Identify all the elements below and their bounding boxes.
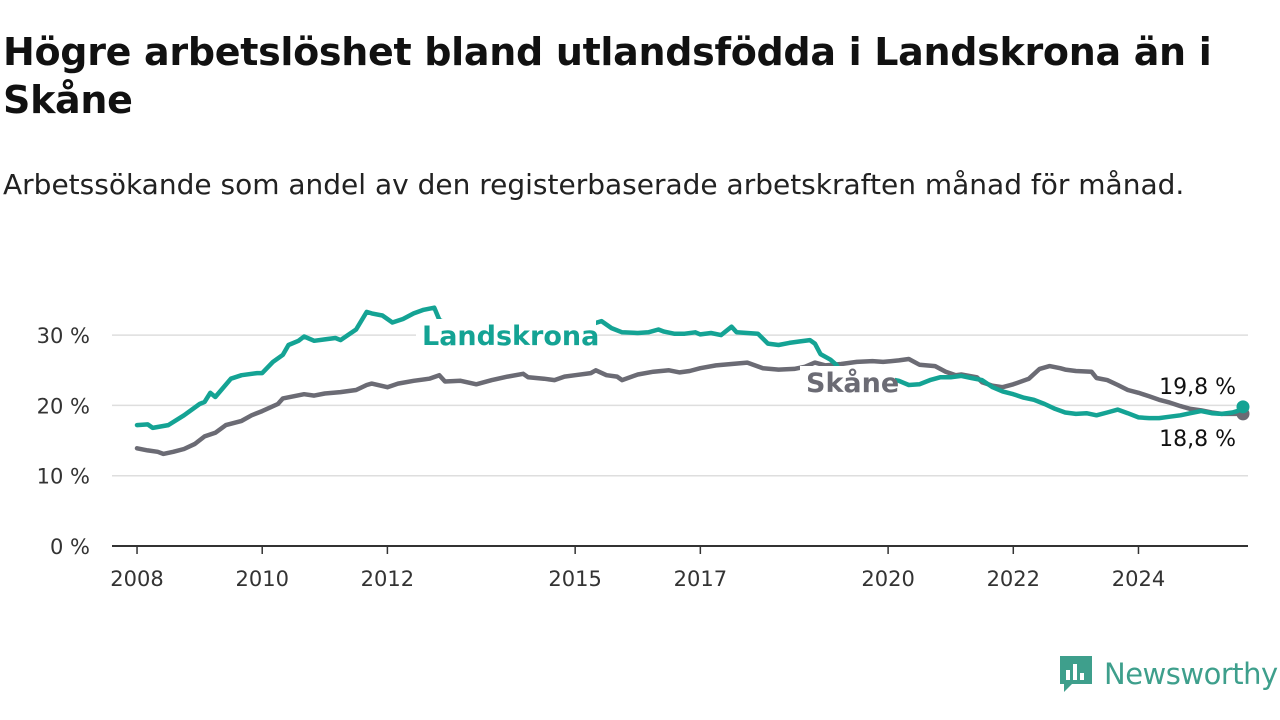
axes: 0 % 10 % 20 % 30 % 2008 2010 2012 2015 2017 2020 2… <box>37 324 1248 591</box>
x-tick-label: 2008 <box>110 567 163 591</box>
brand: Newsworthy <box>1058 654 1278 694</box>
series-line-skane <box>134 356 1246 457</box>
brand-name: Newsworthy <box>1104 657 1278 691</box>
end-label-skane: 18,8 % <box>1159 427 1236 452</box>
chart-subtitle: Arbetssökande som andel av den registerb… <box>3 168 1185 201</box>
chart-title: Högre arbetslöshet bland utlandsfödda i … <box>3 30 1212 122</box>
series-label-landskrona: Landskrona <box>422 321 599 352</box>
newsworthy-logo-icon <box>1060 656 1092 692</box>
series-label-skane: Skåne <box>806 367 899 399</box>
x-tick-label: 2024 <box>1112 567 1165 591</box>
series-label-skane-bg <box>800 366 895 400</box>
series-line-landskrona <box>134 305 1246 431</box>
series-labels: Landskrona Skåne 19,8 % 18,8 % <box>416 319 1236 452</box>
y-tick-label: 30 % <box>37 324 90 348</box>
end-label-landskrona: 19,8 % <box>1159 375 1236 400</box>
x-tick-label: 2012 <box>361 567 414 591</box>
series-end-marker-landskrona <box>1236 400 1250 414</box>
x-tick-label: 2015 <box>548 567 601 591</box>
x-tick-label: 2022 <box>987 567 1040 591</box>
x-tick-label: 2010 <box>235 567 288 591</box>
y-tick-label: 20 % <box>37 394 90 418</box>
series-label-landskrona-bg <box>416 319 596 353</box>
y-tick-label: 0 % <box>50 535 90 559</box>
series-lines <box>134 305 1250 457</box>
y-tick-label: 10 % <box>37 465 90 489</box>
x-tick-label: 2017 <box>674 567 727 591</box>
x-tick-label: 2020 <box>861 567 914 591</box>
